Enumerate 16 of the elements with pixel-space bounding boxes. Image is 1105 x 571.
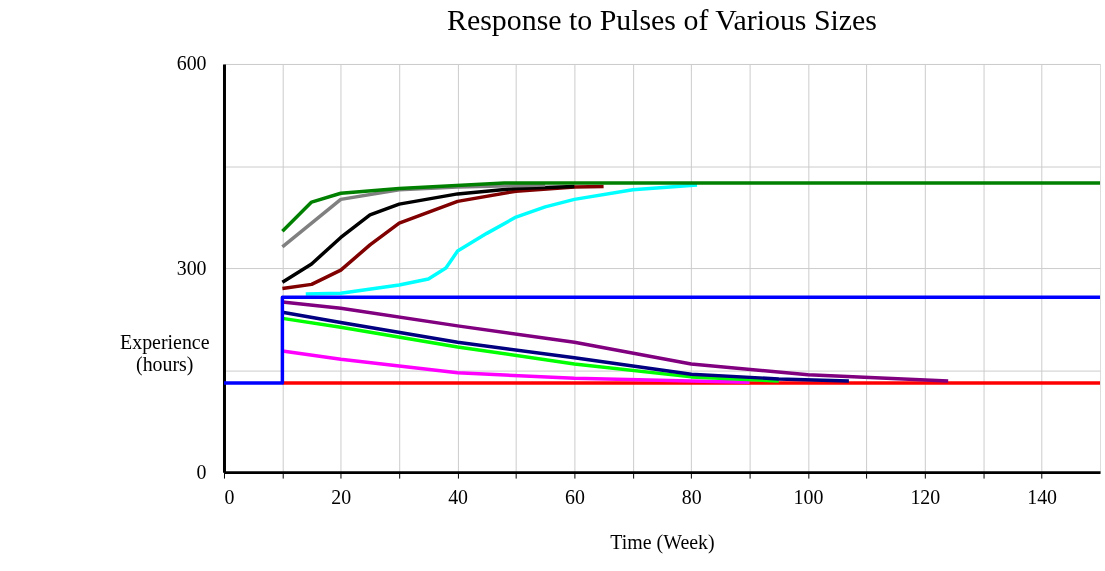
line-series	[280, 181, 1101, 234]
x-tick-label: 40	[448, 486, 469, 509]
line-series	[304, 183, 699, 296]
x-tick-label: 0	[224, 486, 235, 509]
y-axis-title: Experience (hours)	[120, 331, 210, 377]
y-tick-label: 600	[176, 52, 207, 75]
x-tick-label: 120	[910, 486, 941, 509]
y-tick-label: 300	[176, 256, 207, 279]
x-tick-label: 20	[331, 486, 352, 509]
chart-title: Response to Pulses of Various Sizes	[447, 3, 877, 37]
x-tick-label: 100	[793, 486, 824, 509]
x-tick-label: 60	[564, 486, 585, 509]
y-tick-label: 0	[196, 460, 207, 483]
x-axis-title: Time (Week)	[610, 531, 715, 555]
x-tick-label: 140	[1027, 486, 1058, 509]
x-tick-label: 80	[681, 486, 702, 509]
